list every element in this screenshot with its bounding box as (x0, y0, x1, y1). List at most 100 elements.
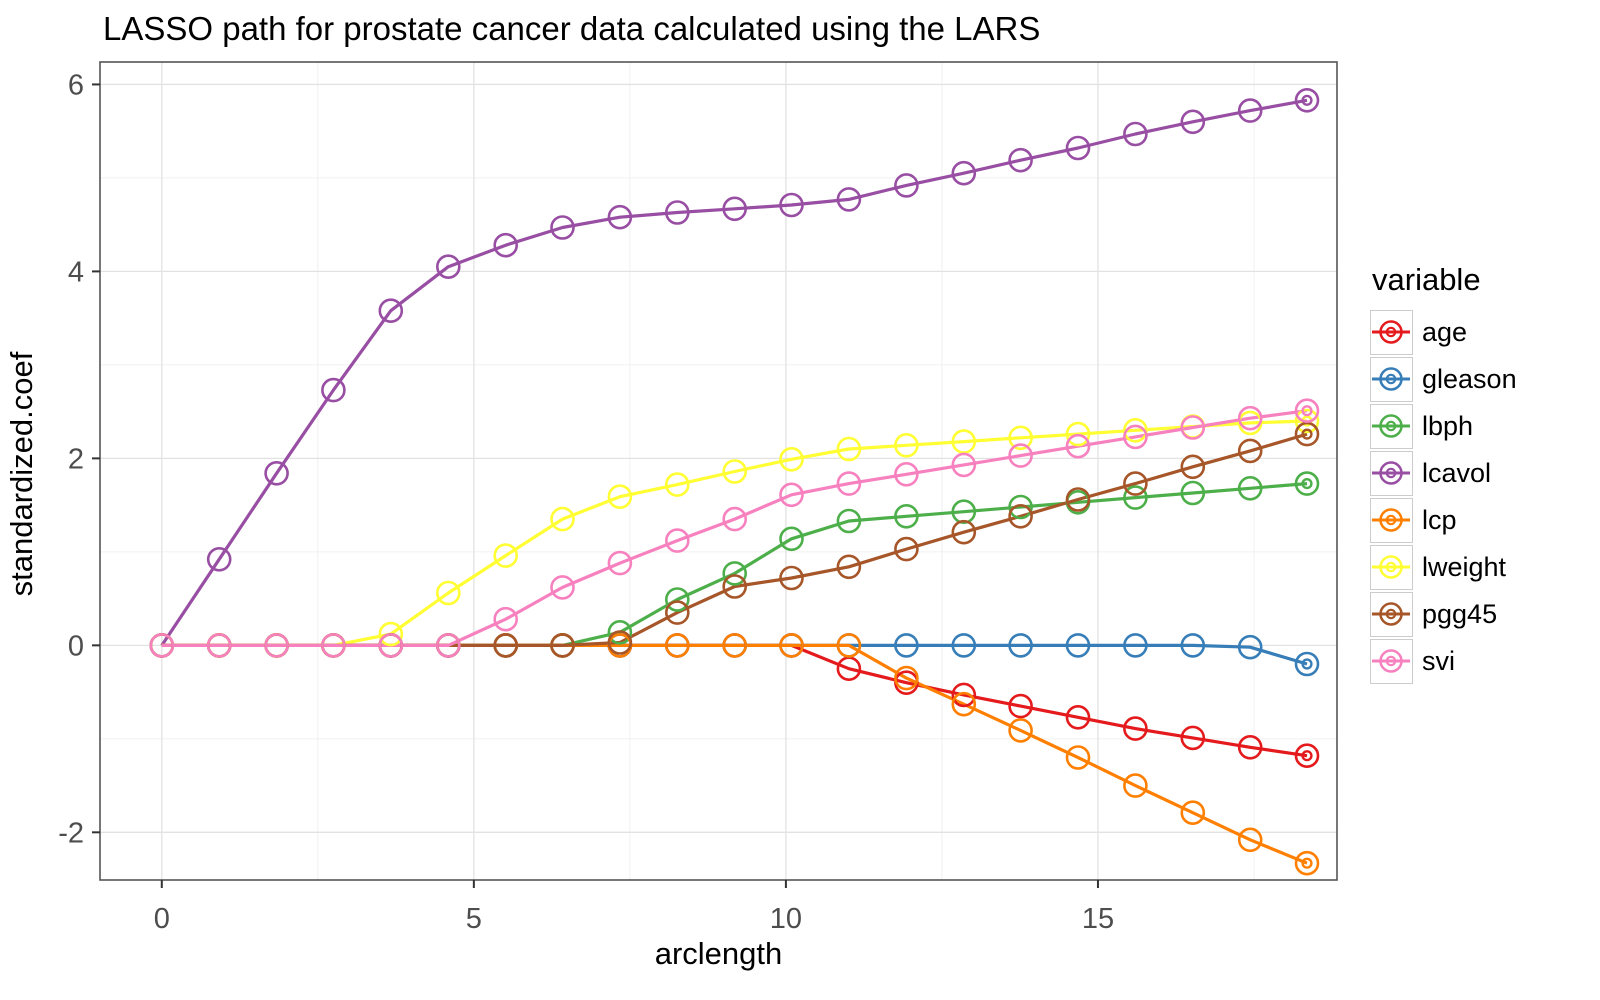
legend-item-lweight: lweight (1370, 545, 1517, 590)
data-point-lweight (435, 580, 461, 606)
data-point-lbph (894, 503, 919, 529)
y-tick-label: 0 (68, 630, 84, 662)
data-point-pgg45 (1008, 503, 1033, 529)
legend-key-lweight-icon (1370, 545, 1413, 590)
series-line-lweight (161, 419, 1308, 647)
legend-label-pgg45: pgg45 (1422, 599, 1498, 629)
data-point-pgg45 (607, 630, 633, 655)
data-point-lcp (836, 633, 862, 658)
data-point-lcp (1008, 718, 1033, 743)
end-point-inner-age (1301, 750, 1313, 762)
panel-border (99, 61, 1338, 881)
legend-label-svi: svi (1422, 646, 1455, 676)
data-point-lcavol (951, 160, 977, 186)
data-point-svi (836, 471, 862, 496)
legend-item-lbph: lbph (1370, 404, 1517, 449)
data-point-lcavol (722, 196, 748, 222)
data-point-pgg45 (779, 565, 804, 591)
data-point-lcavol (435, 254, 461, 280)
data-point-svi (264, 633, 289, 658)
chart-title: LASSO path for prostate cancer data calc… (103, 10, 1041, 47)
data-point-svi (149, 633, 175, 658)
legend: variable age gleason lbph lcavol lcp lweight p… (1370, 262, 1517, 686)
data-point-lcavol (894, 173, 919, 198)
data-point-gleason (1123, 633, 1148, 658)
data-point-lcavol (378, 298, 404, 324)
data-point-pgg45 (722, 574, 748, 599)
data-point-svi (550, 575, 575, 600)
data-point-lbph (1294, 471, 1320, 496)
data-point-lbph (1180, 480, 1206, 506)
legend-key-lcp-icon (1370, 498, 1413, 543)
y-tick-label: 4 (68, 256, 84, 288)
data-point-lcp (894, 665, 919, 691)
data-point-lcp (779, 633, 804, 658)
data-point-svi (378, 633, 404, 658)
data-point-lcavol (1008, 147, 1033, 173)
data-point-pgg45 (550, 633, 575, 658)
data-point-svi (607, 550, 633, 576)
data-point-lweight (894, 432, 919, 458)
legend-label-lcavol: lcavol (1422, 458, 1492, 488)
x-tick-label: 15 (1082, 903, 1114, 935)
data-point-svi (1294, 398, 1320, 424)
x-tick-label: 5 (466, 903, 482, 935)
end-point-inner-lcp (1301, 857, 1313, 869)
data-point-svi (722, 506, 748, 532)
legend-item-lcavol: lcavol (1370, 451, 1517, 496)
x-tick-label: 0 (154, 903, 170, 935)
legend-key-lbph-icon (1370, 404, 1413, 449)
data-point-lcp (1065, 745, 1091, 770)
legend-key-gleason-icon (1370, 357, 1413, 402)
series-line-lcavol (160, 98, 1308, 647)
legend-item-svi: svi (1370, 639, 1517, 684)
data-point-pgg45 (894, 536, 919, 562)
data-point-lcp (1237, 827, 1263, 853)
data-point-gleason (1237, 634, 1263, 660)
data-point-pgg45 (664, 600, 690, 625)
data-point-pgg45 (836, 554, 862, 580)
data-point-svi (1180, 415, 1206, 440)
data-point-lweight (1294, 408, 1320, 434)
y-tick-label: 6 (68, 69, 84, 101)
legend-item-lcp: lcp (1370, 498, 1517, 543)
data-point-svi (664, 528, 690, 553)
data-point-svi (1123, 424, 1148, 450)
end-point-inner-lcavol (1301, 94, 1313, 106)
legend-item-gleason: gleason (1370, 357, 1517, 402)
data-point-svi (206, 633, 232, 658)
data-point-lcavol (607, 204, 633, 230)
data-point-lbph (722, 561, 748, 586)
data-point-svi (321, 633, 346, 658)
panel-background (100, 62, 1337, 880)
end-point-inner-lbph (1301, 478, 1313, 490)
data-point-lweight (722, 459, 748, 484)
data-point-lweight (779, 446, 804, 472)
data-point-pgg45 (1180, 454, 1206, 480)
data-point-age (1008, 693, 1033, 719)
data-point-lbph (779, 526, 804, 552)
legend-title: variable (1372, 262, 1481, 297)
legend-label-lcp: lcp (1422, 505, 1457, 535)
y-tick-label: -2 (58, 817, 84, 849)
data-point-age (951, 682, 977, 708)
data-point-lcavol (836, 187, 862, 212)
data-point-gleason (1065, 633, 1091, 658)
legend-label-age: age (1422, 317, 1468, 347)
data-point-lcavol (493, 232, 519, 258)
data-point-pgg45 (1294, 421, 1320, 447)
data-point-lbph (836, 508, 862, 534)
data-point-age (1123, 716, 1148, 741)
data-point-lcavol (1123, 121, 1148, 147)
legend-key-age-icon (1370, 310, 1413, 355)
legend-item-age: age (1370, 310, 1517, 355)
data-point-lcavol (779, 192, 804, 218)
legend-label-lbph: lbph (1422, 411, 1474, 441)
data-point-age (1237, 734, 1263, 760)
legend-key-lcavol-icon (1370, 451, 1413, 496)
x-axis-title: arclength (654, 936, 783, 971)
data-point-gleason (894, 633, 919, 658)
data-point-lcavol (1237, 98, 1263, 123)
data-point-lcavol (1065, 135, 1091, 161)
